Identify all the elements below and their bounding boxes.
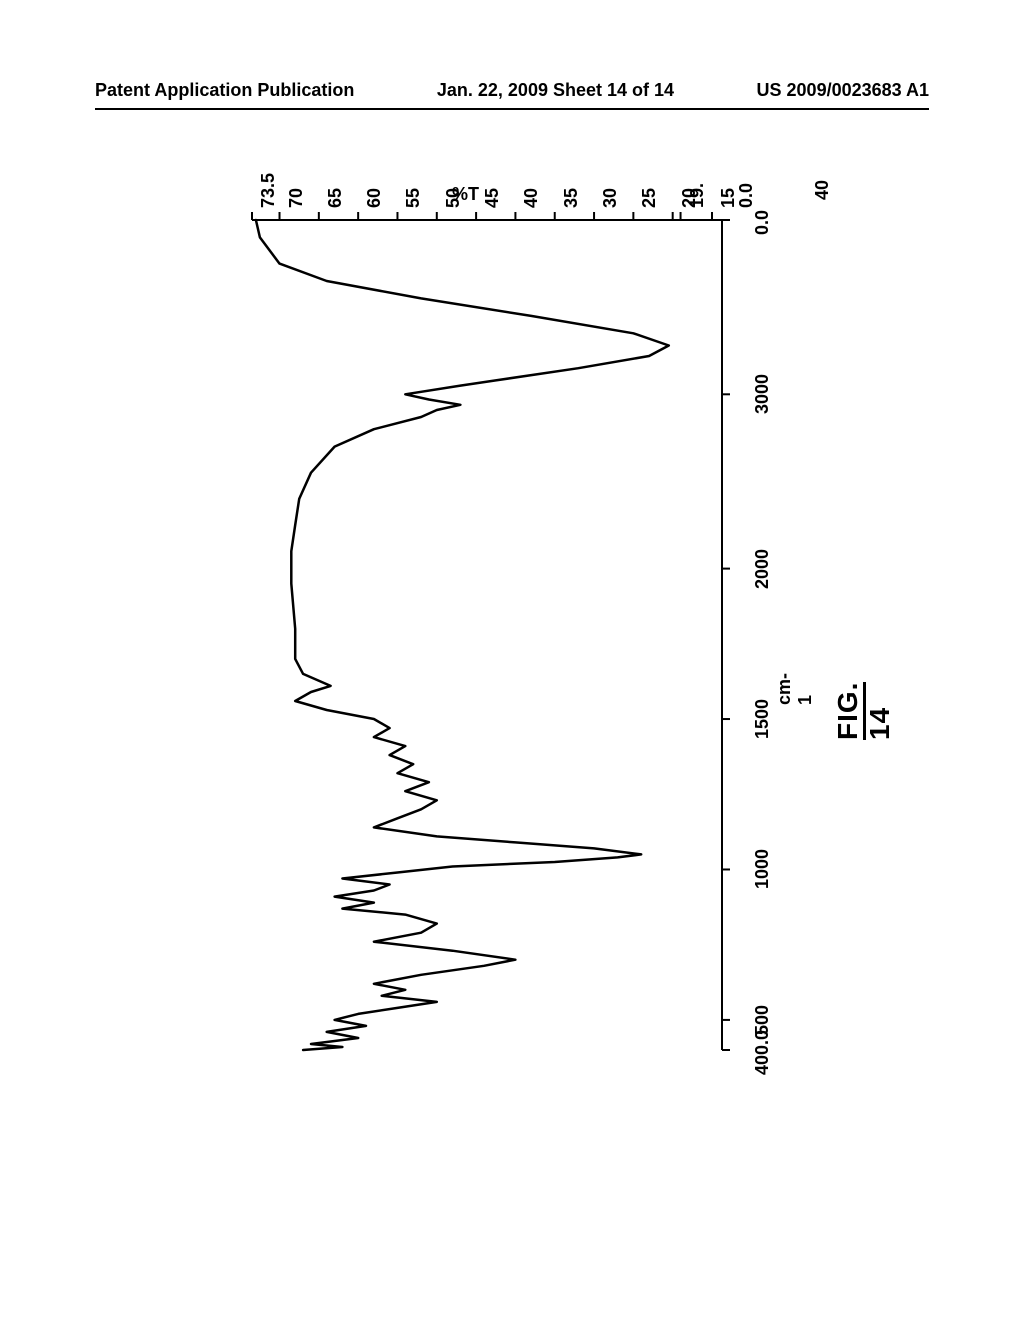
spectrum-chart [212,180,812,1080]
page-header: Patent Application Publication Jan. 22, … [0,80,1024,101]
figure-caption-number: 14 [864,707,895,740]
ytick-label: 30 [600,188,621,208]
ytick-label: 45 [482,188,503,208]
figure-area: 73.5706560555045403530252019.150.0 0.030… [212,180,812,1080]
figure-caption-prefix: FIG. [832,682,866,740]
header-left: Patent Application Publication [95,80,354,101]
ytick-label-extra: 0.0 [736,183,757,208]
header-right: US 2009/0023683 A1 [757,80,929,101]
header-rule [95,108,929,110]
ytick-label: 35 [561,188,582,208]
header-center: Jan. 22, 2009 Sheet 14 of 14 [437,80,674,101]
ytick-label: 19. [687,183,708,208]
x-axis-label: cm-1 [774,667,816,705]
xtick-label: 3000 [752,374,773,414]
xtick-label: 1500 [752,699,773,739]
ytick-label: 40 [521,188,542,208]
figure-caption: FIG. 14 [832,682,896,740]
xtick-label: 400.0 [752,1030,773,1075]
xtick-label: 0.0 [752,210,773,235]
xtick-label: 2000 [752,549,773,589]
ytick-label: 65 [325,188,346,208]
y-axis-label: %T [452,184,479,205]
misc-label: 40 [812,180,833,200]
ytick-label: 55 [403,188,424,208]
xtick-label: 1000 [752,849,773,889]
ytick-label: 60 [364,188,385,208]
ytick-label: 25 [639,188,660,208]
ytick-label: 73.5 [258,173,279,208]
ytick-label: 70 [286,188,307,208]
